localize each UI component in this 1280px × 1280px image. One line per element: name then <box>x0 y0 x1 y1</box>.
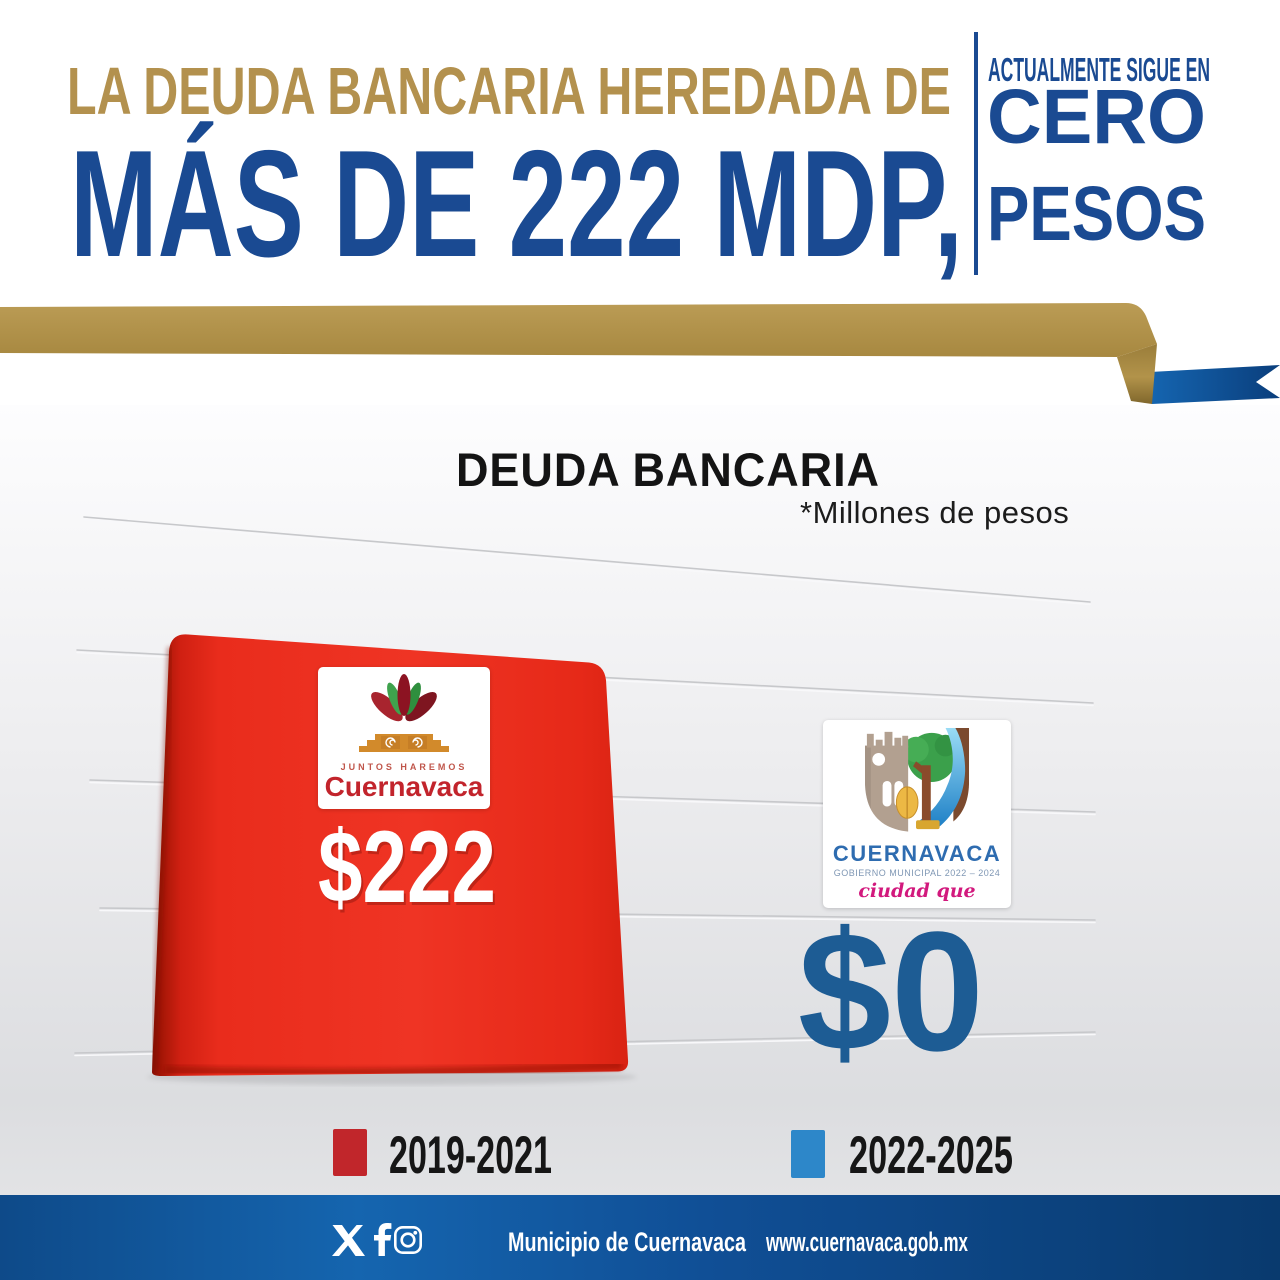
agave-pyramid-icon <box>359 674 449 752</box>
ribbon-blue-tail <box>1150 365 1280 404</box>
logo2-slogan: ciudad que renace <box>858 880 976 908</box>
headline-pesos: PESOS <box>987 171 1206 257</box>
value-222-shadow: $222 <box>320 813 498 927</box>
chart-note: *Millones de pesos <box>800 495 1069 530</box>
legend-label-2019-2021: 2019-2021 <box>389 1126 552 1185</box>
footer-bar: Municipio de Cuernavaca www.cuernavaca.g… <box>0 1195 1280 1280</box>
bar-bottom-shade <box>164 1060 623 1078</box>
x-icon[interactable] <box>332 1225 365 1256</box>
ribbon-banner <box>0 303 1280 404</box>
chart-area: DEUDA BANCARIA *Millones de pesos $222 $… <box>0 405 1280 1195</box>
bar-left-shade <box>151 646 173 1071</box>
cuernavaca-emblem-icon <box>864 727 970 833</box>
footer-url[interactable]: www.cuernavaca.gob.mx <box>765 1227 968 1257</box>
headline-cero: CERO <box>987 74 1206 160</box>
headline-right-top: ACTUALMENTE SIGUE EN <box>988 51 1210 88</box>
facebook-icon[interactable] <box>374 1223 392 1256</box>
logo1-tagline: JUNTOS HAREMOS <box>340 762 468 772</box>
logo-card-cuernavaca-2022: CUERNAVACA GOBIERNO MUNICIPAL 2022 – 202… <box>823 720 1011 908</box>
header-section: LA DEUDA BANCARIA HEREDADA DE MÁS DE 222… <box>67 32 1210 289</box>
instagram-icon[interactable] <box>393 1225 422 1254</box>
ribbon-gold-fold <box>1117 344 1157 404</box>
headline-line1: LA DEUDA BANCARIA HEREDADA DE <box>67 54 951 129</box>
chart-title: DEUDA BANCARIA <box>456 443 880 496</box>
legend: 2019-2021 2022-2025 <box>333 1126 1013 1185</box>
ribbon-gold-band <box>0 303 1157 357</box>
footer-background <box>0 1195 1280 1280</box>
footer-org: Municipio de Cuernavaca <box>508 1227 747 1257</box>
value-0: $0 <box>798 897 984 1087</box>
value-222: $222 <box>318 810 496 924</box>
logo2-name: CUERNAVACA <box>832 841 1002 866</box>
legend-swatch-red <box>333 1129 367 1176</box>
logo1-name: Cuernavaca <box>324 771 484 802</box>
bar-2019-2021 <box>152 634 629 1077</box>
headline-line2: MÁS DE 222 MDP, <box>70 119 963 289</box>
legend-label-2022-2025: 2022-2025 <box>849 1126 1013 1185</box>
header-divider <box>974 32 978 275</box>
legend-swatch-blue <box>791 1130 825 1178</box>
logo2-term: GOBIERNO MUNICIPAL 2022 – 2024 <box>833 868 1001 878</box>
logo-card-juntos-haremos: JUNTOS HAREMOS Cuernavaca <box>318 667 490 809</box>
